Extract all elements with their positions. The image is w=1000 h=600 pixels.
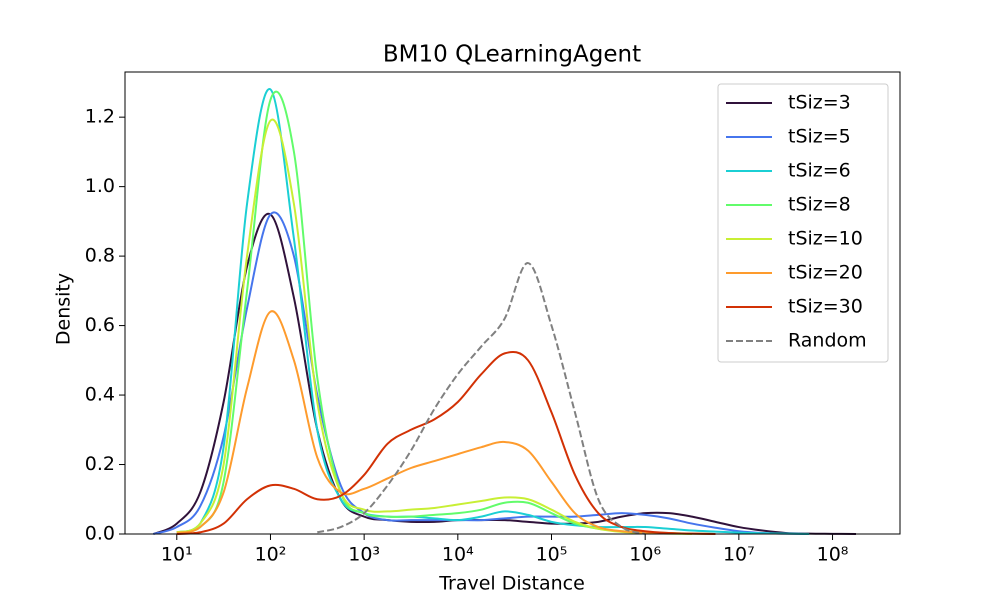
series-line	[176, 310, 716, 535]
legend-label: tSiz=10	[788, 228, 863, 250]
y-tick-label: 0.2	[85, 453, 115, 475]
x-tick-label: 10⁶	[629, 544, 661, 566]
y-tick-label: 1.2	[85, 106, 115, 128]
legend-label: tSiz=30	[788, 296, 863, 318]
plot-area: 10¹ 10² 10³ 10⁴ 10⁵ 10⁶ 10⁷ 10⁸ 0.0 0.2 0.4 0.6 0.8 1…	[85, 88, 857, 566]
y-tick-label: 1.0	[85, 175, 115, 197]
legend-label: tSiz=8	[788, 194, 851, 216]
x-tick-label: 10¹	[161, 544, 193, 566]
x-tick-label: 10⁵	[536, 544, 568, 566]
x-tick-label: 10⁴	[442, 544, 474, 566]
x-tick-label: 10²	[255, 544, 287, 566]
x-tick-label: 10³	[348, 544, 380, 566]
legend: tSiz=3 tSiz=5 tSiz=6 tSiz=8 tSiz=10 tSiz=20 tS…	[717, 83, 889, 363]
legend-label: tSiz=6	[788, 160, 851, 182]
chart-title: BM10 QLearningAgent	[383, 42, 641, 68]
series-line	[176, 118, 693, 535]
legend-label: tSiz=5	[788, 126, 851, 148]
x-tick-label: 10⁸	[817, 544, 849, 566]
legend-label: Random	[788, 330, 867, 352]
axes-frame	[124, 71, 901, 535]
legend-label: tSiz=20	[788, 262, 863, 284]
y-tick-label: 0.8	[85, 245, 115, 267]
x-tick-label: 10⁷	[723, 544, 755, 566]
series-line	[317, 262, 646, 535]
y-axis-label: Density	[53, 273, 75, 345]
x-axis-label: Travel Distance	[438, 573, 585, 595]
series-line	[176, 88, 810, 535]
legend-label: tSiz=3	[788, 92, 851, 114]
y-tick-label: 0.4	[85, 384, 115, 406]
y-tick-label: 0.0	[85, 523, 115, 545]
y-tick-label: 0.6	[85, 314, 115, 336]
legend-box	[717, 83, 889, 363]
series-line	[176, 350, 716, 535]
